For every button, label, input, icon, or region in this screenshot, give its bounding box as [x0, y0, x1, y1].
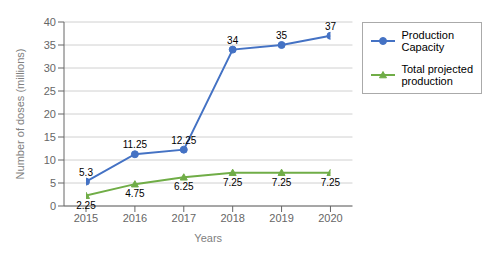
svg-text:40: 40 [44, 16, 56, 28]
svg-text:5: 5 [50, 177, 56, 189]
svg-text:12.25: 12.25 [171, 135, 196, 146]
html-text:production: production [401, 75, 453, 87]
svg-text:2.25: 2.25 [76, 200, 96, 211]
svg-text:34: 34 [227, 35, 239, 46]
svg-text:2017: 2017 [172, 212, 196, 224]
svg-text:2020: 2020 [318, 212, 342, 224]
svg-text:2019: 2019 [269, 212, 293, 224]
svg-text:2016: 2016 [123, 212, 147, 224]
svg-text:0: 0 [50, 200, 56, 212]
html-text:Capacity: Capacity [401, 41, 445, 53]
svg-text:30: 30 [44, 62, 56, 74]
svg-text:4.75: 4.75 [125, 188, 145, 199]
svg-text:25: 25 [44, 85, 56, 97]
svg-text:7.25: 7.25 [321, 177, 341, 188]
svg-text:6.25: 6.25 [174, 181, 194, 192]
svg-text:Years: Years [194, 232, 222, 244]
svg-text:11.25: 11.25 [123, 139, 148, 150]
svg-text:10: 10 [44, 154, 56, 166]
svg-text:2018: 2018 [220, 212, 244, 224]
svg-text:35: 35 [44, 39, 56, 51]
svg-text:15: 15 [44, 131, 56, 143]
svg-text:35: 35 [276, 30, 288, 41]
html-text:Production: Production [401, 29, 454, 41]
html-text:Total projected: Total projected [401, 63, 473, 75]
svg-text:20: 20 [44, 108, 56, 120]
svg-text:7.25: 7.25 [223, 177, 243, 188]
svg-text:2015: 2015 [74, 212, 98, 224]
svg-text:7.25: 7.25 [272, 177, 292, 188]
svg-text:5.3: 5.3 [79, 167, 93, 178]
svg-text:Number of doses (millions): Number of doses (millions) [14, 49, 26, 180]
svg-text:37: 37 [325, 21, 337, 32]
